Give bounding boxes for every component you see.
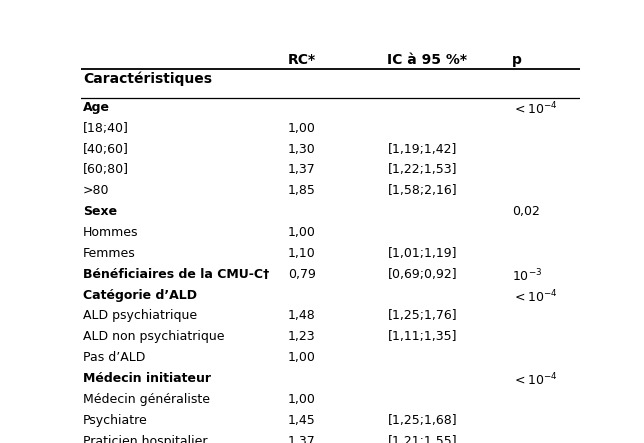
Text: 1,45: 1,45	[288, 414, 316, 427]
Text: $<10^{-4}$: $<10^{-4}$	[512, 372, 558, 389]
Text: $<10^{-4}$: $<10^{-4}$	[512, 288, 558, 305]
Text: >80: >80	[83, 184, 109, 197]
Text: 1,00: 1,00	[288, 393, 316, 406]
Text: [1,21;1,55]: [1,21;1,55]	[388, 435, 457, 443]
Text: 1,37: 1,37	[288, 163, 316, 176]
Text: 1,48: 1,48	[288, 310, 316, 323]
Text: ALD non psychiatrique: ALD non psychiatrique	[83, 330, 225, 343]
Text: Caractéristiques: Caractéristiques	[83, 72, 212, 86]
Text: Catégorie d’ALD: Catégorie d’ALD	[83, 288, 197, 302]
Text: Praticien hospitalier: Praticien hospitalier	[83, 435, 207, 443]
Text: [60;80]: [60;80]	[83, 163, 129, 176]
Text: [1,25;1,68]: [1,25;1,68]	[388, 414, 457, 427]
Text: $10^{-3}$: $10^{-3}$	[512, 268, 542, 284]
Text: p: p	[512, 54, 522, 67]
Text: 1,85: 1,85	[288, 184, 316, 197]
Text: [1,19;1,42]: [1,19;1,42]	[388, 143, 457, 155]
Text: $<10^{-4}$: $<10^{-4}$	[512, 101, 558, 117]
Text: Pas d’ALD: Pas d’ALD	[83, 351, 146, 364]
Text: 1,10: 1,10	[288, 247, 316, 260]
Text: [1,25;1,76]: [1,25;1,76]	[388, 310, 457, 323]
Text: Age: Age	[83, 101, 110, 114]
Text: 1,00: 1,00	[288, 351, 316, 364]
Text: [1,58;2,16]: [1,58;2,16]	[388, 184, 457, 197]
Text: Femmes: Femmes	[83, 247, 136, 260]
Text: Bénéficiaires de la CMU-C†: Bénéficiaires de la CMU-C†	[83, 268, 269, 281]
Text: [1,22;1,53]: [1,22;1,53]	[388, 163, 457, 176]
Text: 1,30: 1,30	[288, 143, 316, 155]
Text: Psychiatre: Psychiatre	[83, 414, 147, 427]
Text: Médecin généraliste: Médecin généraliste	[83, 393, 210, 406]
Text: 1,37: 1,37	[288, 435, 316, 443]
Text: Médecin initiateur: Médecin initiateur	[83, 372, 211, 385]
Text: Sexe: Sexe	[83, 205, 117, 218]
Text: IC à 95 %*: IC à 95 %*	[388, 54, 468, 67]
Text: [1,01;1,19]: [1,01;1,19]	[388, 247, 457, 260]
Text: 1,23: 1,23	[288, 330, 316, 343]
Text: 1,00: 1,00	[288, 122, 316, 135]
Text: [40;60]: [40;60]	[83, 143, 129, 155]
Text: RC*: RC*	[288, 54, 316, 67]
Text: ALD psychiatrique: ALD psychiatrique	[83, 310, 197, 323]
Text: 1,00: 1,00	[288, 226, 316, 239]
Text: Hommes: Hommes	[83, 226, 138, 239]
Text: 0,79: 0,79	[288, 268, 316, 281]
Text: [1,11;1,35]: [1,11;1,35]	[388, 330, 457, 343]
Text: [0,69;0,92]: [0,69;0,92]	[388, 268, 457, 281]
Text: [18;40]: [18;40]	[83, 122, 129, 135]
Text: 0,02: 0,02	[512, 205, 540, 218]
